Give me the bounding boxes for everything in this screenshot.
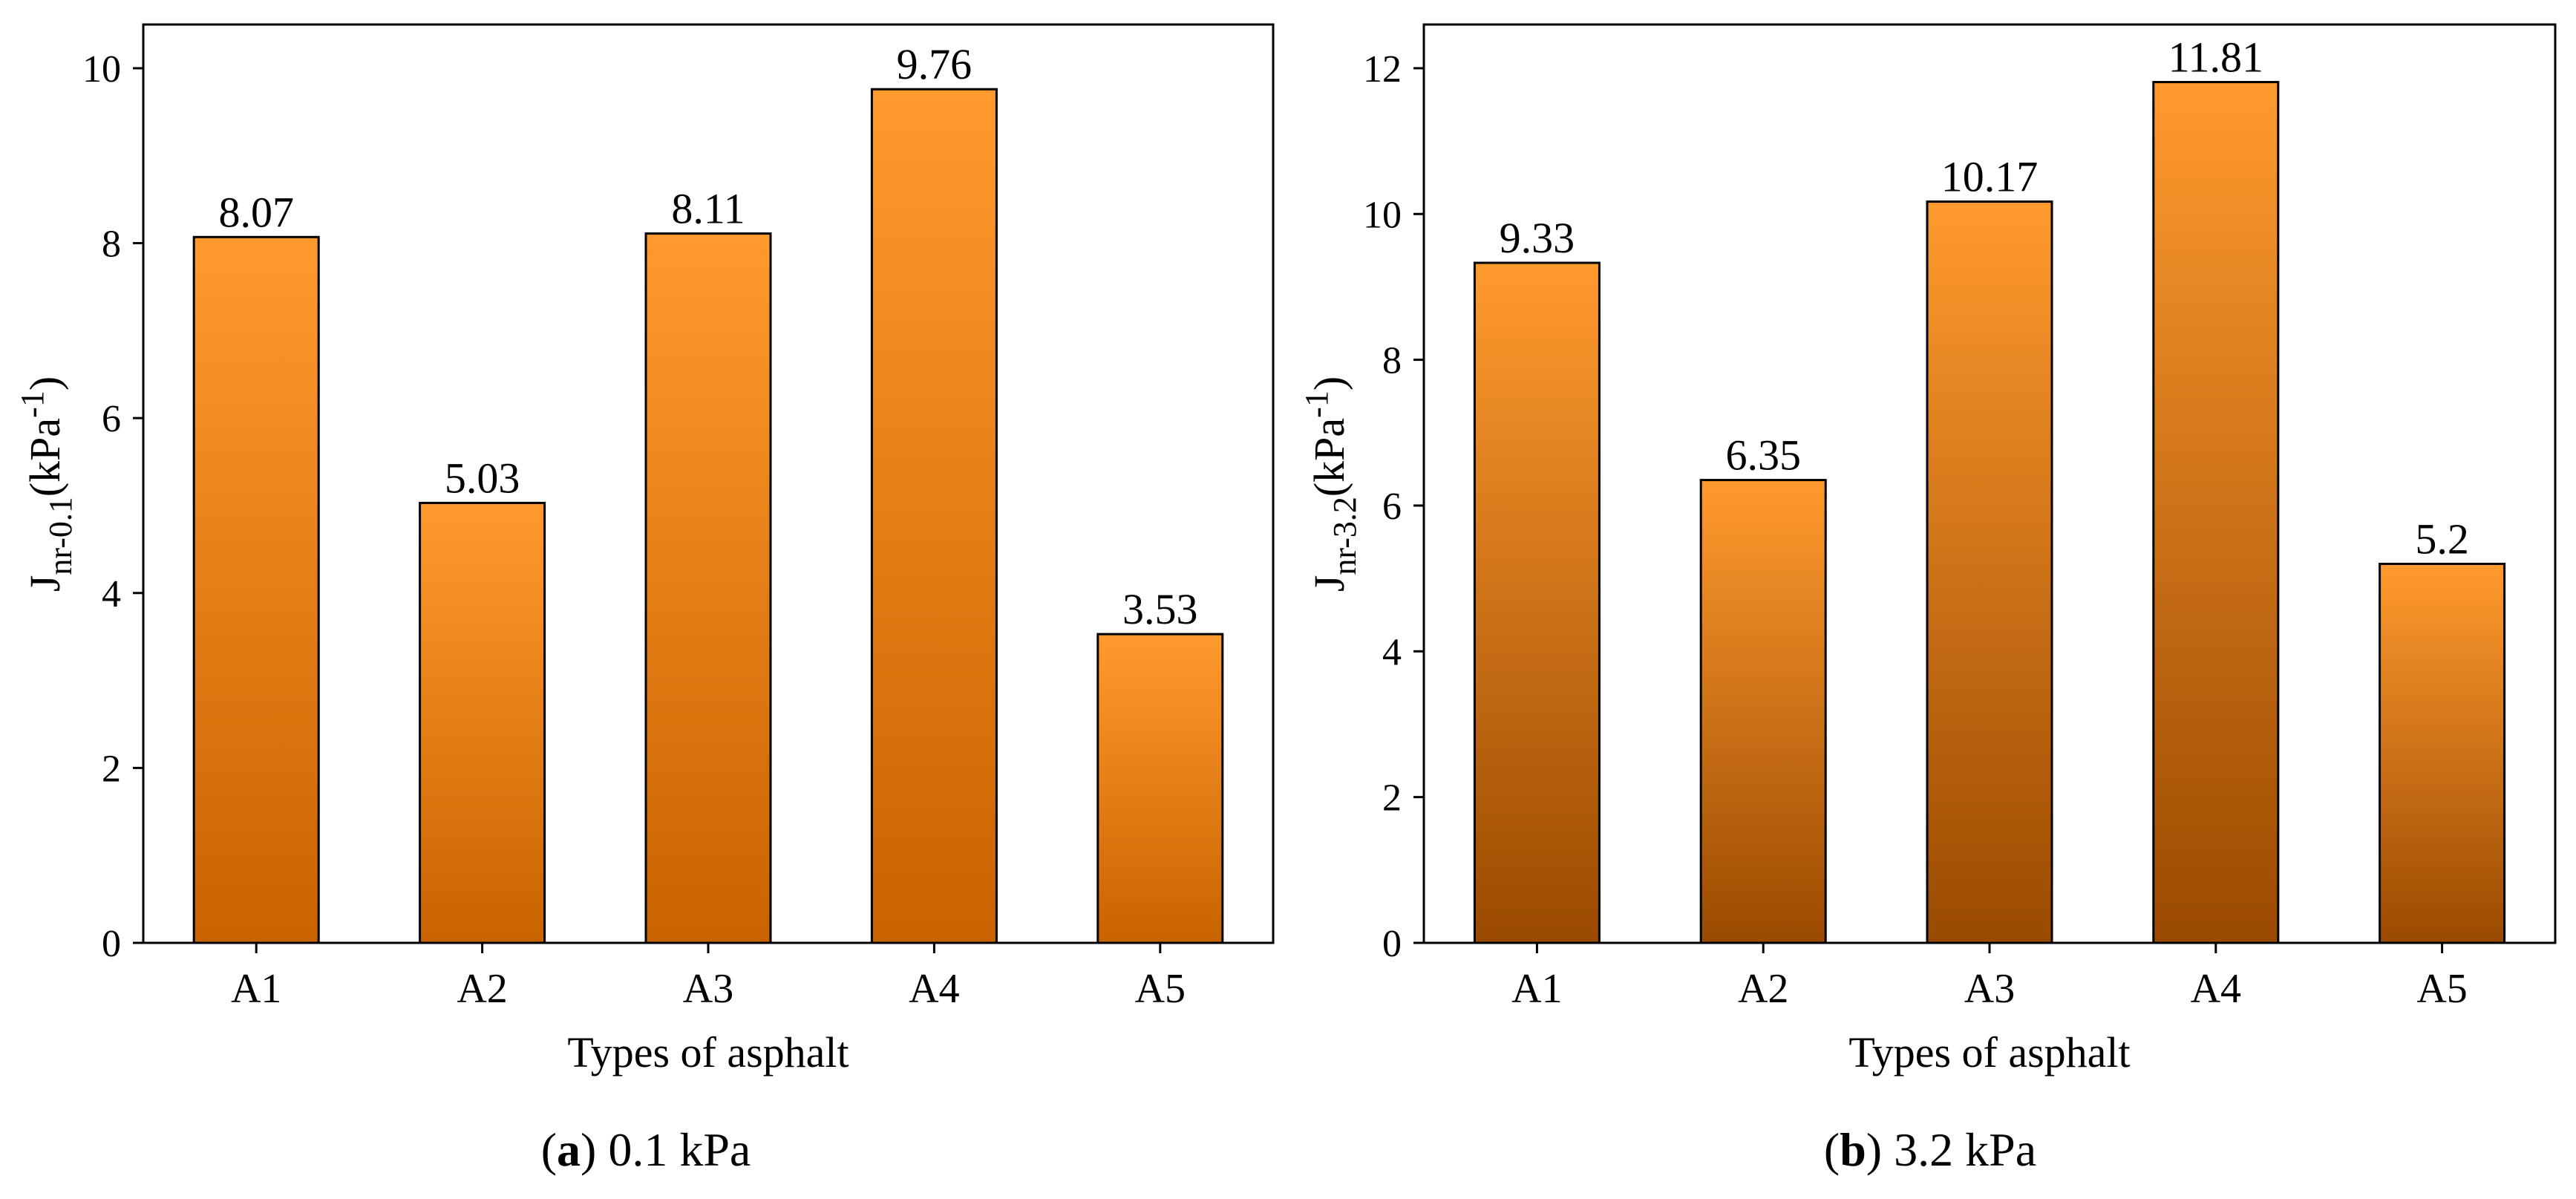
y-axis-ticks-b: 0 2 4 6 8 10 12	[1363, 48, 1424, 965]
bar-value-labels-b: 9.33 6.35 10.17 11.81 5.2	[1500, 33, 2469, 563]
x-tick-label-a-a1: A1	[231, 966, 281, 1012]
x-axis-title-b: Types of asphalt	[1848, 1028, 2130, 1077]
x-tick-label-a-a3: A3	[683, 966, 733, 1012]
y-tick-label-b-4: 4	[1382, 631, 1402, 673]
y-tick-label-b-10: 10	[1363, 194, 1402, 236]
y-tick-label-b-2: 2	[1382, 777, 1402, 820]
y-tick-label-b-12: 12	[1363, 48, 1402, 91]
bar-value-label-a-a3: 8.11	[671, 185, 745, 233]
y-tick-label-b-6: 6	[1382, 486, 1402, 528]
x-tick-label-b-a4: A4	[2191, 966, 2241, 1012]
y-tick-label-a-10: 10	[82, 48, 121, 91]
bar-value-label-b-a5: 5.2	[2415, 514, 2469, 563]
y-tick-label-a-0: 0	[102, 923, 121, 965]
y-axis-title-a: Jnr-0.1(kPa-1)	[14, 376, 79, 592]
bar-a-a3	[644, 232, 772, 944]
x-tick-label-a-a4: A4	[909, 966, 959, 1012]
bar-a-a4	[870, 88, 998, 944]
x-tick-label-a-a5: A5	[1135, 966, 1186, 1012]
x-tick-label-a-a2: A2	[457, 966, 507, 1012]
bar-value-label-a-a2: 5.03	[445, 454, 520, 502]
bar-value-label-b-a4: 11.81	[2168, 33, 2263, 82]
bar-a-a2	[419, 501, 546, 944]
caption-a: (a) 0.1 kPa	[541, 1123, 751, 1176]
x-axis-ticks-b: A1 A2 A3 A4 A5	[1511, 943, 2468, 1012]
y-tick-label-a-2: 2	[102, 748, 121, 790]
bar-value-label-a-a4: 9.76	[897, 40, 972, 88]
bar-b-a4	[2152, 81, 2280, 944]
y-tick-label-a-4: 4	[102, 573, 121, 615]
y-axis-ticks-a: 0 2 4 6 8 10	[82, 48, 143, 965]
bar-a-a1	[192, 235, 320, 944]
y-tick-label-a-8: 8	[102, 223, 121, 266]
bar-value-label-a-a5: 3.53	[1122, 585, 1198, 633]
x-axis-ticks-a: A1 A2 A3 A4 A5	[231, 943, 1186, 1012]
bar-value-labels-a: 8.07 5.03 8.11 9.76 3.53	[218, 40, 1197, 633]
bar-value-label-b-a3: 10.17	[1941, 153, 2039, 201]
bar-b-a1	[1473, 261, 1601, 944]
bar-b-a3	[1926, 200, 2053, 944]
bar-value-label-b-a1: 9.33	[1500, 214, 1575, 262]
x-tick-label-b-a5: A5	[2416, 966, 2467, 1012]
x-axis-title-a: Types of asphalt	[567, 1028, 849, 1077]
bar-a-a5	[1096, 633, 1224, 944]
bar-b-a2	[1699, 479, 1827, 944]
bar-value-label-b-a2: 6.35	[1725, 431, 1801, 480]
x-tick-label-b-a1: A1	[1511, 966, 1562, 1012]
caption-b: (b) 3.2 kPa	[1824, 1123, 2036, 1176]
y-axis-title-b: Jnr-3.2(kPa-1)	[1298, 376, 1363, 592]
y-tick-label-b-0: 0	[1382, 923, 1402, 965]
x-tick-label-b-a3: A3	[1964, 966, 2015, 1012]
y-tick-label-a-6: 6	[102, 398, 121, 440]
chart-panel-b: 9.33 6.35 10.17 11.81 5.2 0 2 4 6 8 10 12 A1 A2 A3 A4…	[1298, 23, 2557, 1176]
bar-value-label-a-a1: 8.07	[218, 188, 294, 236]
bars-b	[1473, 81, 2506, 944]
y-tick-label-b-8: 8	[1382, 340, 1402, 382]
bar-b-a5	[2379, 562, 2506, 944]
x-tick-label-b-a2: A2	[1738, 966, 1788, 1012]
